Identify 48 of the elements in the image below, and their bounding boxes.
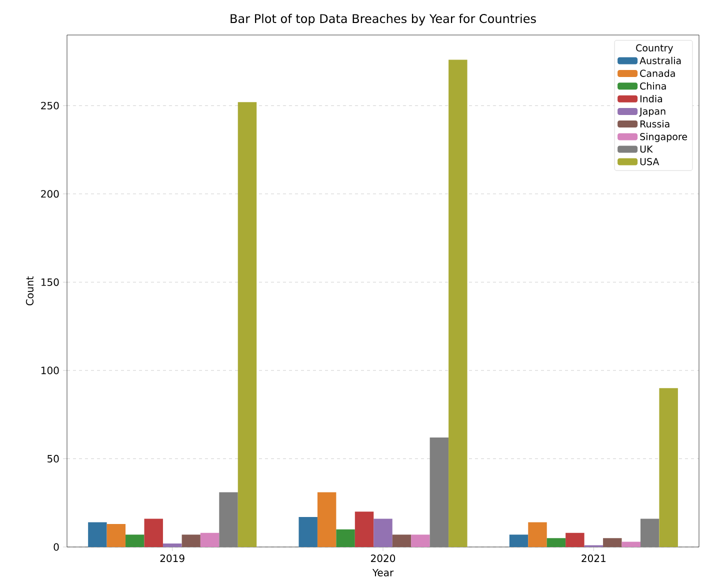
bar [640,518,660,547]
y-tick-label: 150 [41,278,59,286]
bar [144,518,163,547]
bar [317,492,336,547]
legend-label: Canada [640,70,675,77]
legend-title: Country [636,44,674,54]
bar [298,516,318,547]
y-tick-label: 250 [41,102,59,110]
legend-label: India [640,95,662,102]
bar [566,532,584,547]
bar [88,522,107,547]
bar [162,543,182,547]
legend-label: Russia [640,120,670,128]
x-tick-label: 2020 [371,554,396,562]
legend-label: Australia [640,56,681,64]
bar [106,524,126,547]
y-tick-label: 100 [41,366,59,374]
bar [448,60,468,547]
bar [354,512,374,547]
bar [603,538,622,547]
x-axis-title: Year [372,568,394,576]
bar [238,102,257,547]
y-axis-title: Count [26,276,34,306]
bar [659,388,678,547]
legend-label: USA [640,158,660,166]
bar [219,492,238,547]
x-tick-label: 2019 [160,554,184,562]
y-tick-label: 50 [48,454,59,462]
x-tick-label: 2021 [582,554,606,562]
bar [392,534,412,547]
y-tick-label: 0 [54,543,59,551]
bar [528,522,547,547]
bar [622,542,640,547]
legend-label: Singapore [640,132,688,142]
legend-label: Japan [639,108,666,117]
bar [374,518,392,547]
bar [336,529,355,547]
legend-label: China [640,82,666,90]
bar [430,438,449,547]
bar [509,534,528,547]
bar [200,532,220,547]
y-tick-label: 200 [41,190,59,198]
chart-title: Bar Plot of top Data Breaches by Year for Countries [230,14,536,26]
bar [126,534,144,547]
bar [411,534,430,547]
legend-label: UK [640,146,653,153]
bar [182,534,200,547]
bar [546,538,566,547]
